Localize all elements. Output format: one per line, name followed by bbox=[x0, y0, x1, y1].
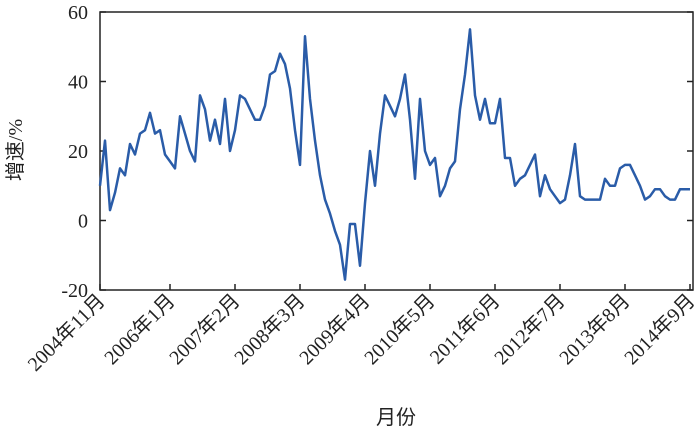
x-tick-label: 2010年5月 bbox=[360, 289, 440, 369]
y-tick-label: -20 bbox=[61, 280, 88, 302]
data-line bbox=[98, 28, 690, 281]
x-axis-label: 月份 bbox=[376, 406, 416, 429]
y-tick-label: 60 bbox=[68, 2, 88, 24]
y-axis-label: 增速/% bbox=[4, 119, 27, 181]
y-tick-label: 0 bbox=[78, 211, 88, 233]
y-tick-label: 40 bbox=[68, 72, 88, 94]
x-tick-label: 2014年9月 bbox=[620, 289, 700, 369]
y-tick-label: 20 bbox=[68, 141, 88, 163]
x-tick-label: 2004年11月 bbox=[23, 289, 109, 375]
